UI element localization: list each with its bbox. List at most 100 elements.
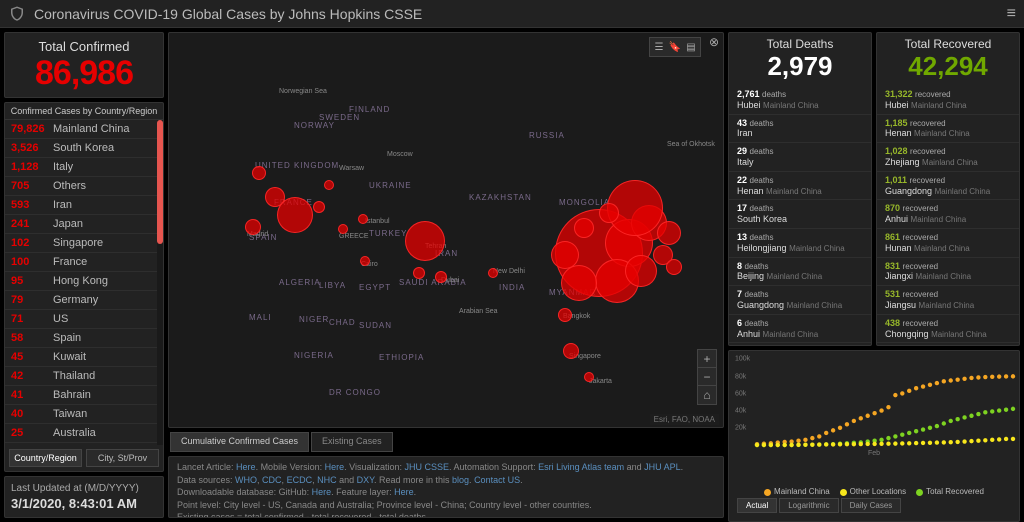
recovered-list[interactable]: 31,322 recoveredHubei Mainland China1,18…	[877, 84, 1019, 345]
list-item[interactable]: 41Bahrain	[5, 386, 163, 405]
case-bubble[interactable]	[657, 221, 681, 245]
list-item[interactable]: 241Japan	[5, 215, 163, 234]
map[interactable]: ☰ 🔖 ▤ ⊗ + − ⌂ Esri, FAO, NOAA RUSSIAKAZA…	[168, 32, 724, 428]
home-button[interactable]: ⌂	[698, 386, 716, 404]
map-attribution: Esri, FAO, NOAA	[650, 414, 719, 425]
footer-link[interactable]: Here	[325, 462, 345, 472]
tab-actual[interactable]: Actual	[737, 498, 777, 513]
footer-link[interactable]: blog	[452, 475, 469, 485]
footer-link[interactable]: Here	[312, 487, 332, 497]
list-item[interactable]: 71US	[5, 310, 163, 329]
case-bubble[interactable]	[360, 256, 370, 266]
list-item[interactable]: 1,128Italy	[5, 158, 163, 177]
case-bubble[interactable]	[599, 203, 619, 223]
list-item[interactable]: 870 recoveredAnhui Mainland China	[877, 200, 1019, 229]
case-bubble[interactable]	[574, 218, 594, 238]
footer-link[interactable]: Here	[394, 487, 414, 497]
list-item[interactable]: 40Taiwan	[5, 405, 163, 424]
tab-cumulative-confirmed-cases[interactable]: Cumulative Confirmed Cases	[170, 432, 309, 452]
list-item[interactable]: 831 recoveredJiangxi Mainland China	[877, 258, 1019, 287]
list-item[interactable]: 79Germany	[5, 291, 163, 310]
list-item[interactable]: 25Australia	[5, 424, 163, 443]
list-item[interactable]: 705Others	[5, 177, 163, 196]
deaths-list[interactable]: 2,761 deathsHubei Mainland China43 death…	[729, 84, 871, 345]
list-item[interactable]: 31,322 recoveredHubei Mainland China	[877, 86, 1019, 115]
case-bubble[interactable]	[584, 372, 594, 382]
list-item[interactable]: 531 recoveredJiangsu Mainland China	[877, 286, 1019, 315]
footer-link[interactable]: CDC	[262, 475, 282, 485]
list-item[interactable]: 43 deathsIran	[729, 115, 871, 144]
case-bubble[interactable]	[551, 241, 579, 269]
list-item[interactable]: 8 deathsBeijing Mainland China	[729, 258, 871, 287]
case-bubble[interactable]	[265, 187, 285, 207]
x-axis-label: Feb	[868, 450, 880, 457]
footer-link[interactable]: Here	[236, 462, 256, 472]
case-bubble[interactable]	[413, 267, 425, 279]
tab-city-st-prov[interactable]: City, St/Prov	[86, 449, 159, 467]
zoom-out-button[interactable]: −	[698, 368, 716, 386]
list-item[interactable]: 2,761 deathsHubei Mainland China	[729, 86, 871, 115]
layers-icon[interactable]: ▤	[684, 40, 698, 54]
tab-logarithmic[interactable]: Logarithmic	[779, 498, 838, 513]
bookmark-icon[interactable]: 🔖	[668, 40, 682, 54]
close-icon[interactable]: ⊗	[707, 35, 721, 49]
list-item[interactable]: 58Spain	[5, 329, 163, 348]
case-bubble[interactable]	[245, 219, 261, 235]
list-item[interactable]: 13 deathsHeilongjiang Mainland China	[729, 229, 871, 258]
tab-daily-cases[interactable]: Daily Cases	[841, 498, 902, 513]
list-item[interactable]: 79,826Mainland China	[5, 120, 163, 139]
list-item[interactable]: 100France	[5, 253, 163, 272]
footer-link[interactable]: Contact US	[474, 475, 520, 485]
list-item[interactable]: 102Singapore	[5, 234, 163, 253]
zoom-control: + − ⌂	[697, 349, 717, 405]
list-item[interactable]: 17 deathsSouth Korea	[729, 200, 871, 229]
list-item[interactable]: 29 deathsItaly	[729, 143, 871, 172]
zoom-in-button[interactable]: +	[698, 350, 716, 368]
case-bubble[interactable]	[558, 308, 572, 322]
footer-link[interactable]: DXY	[357, 475, 374, 485]
list-item[interactable]: 1,185 recoveredHenan Mainland China	[877, 115, 1019, 144]
case-bubble[interactable]	[405, 221, 445, 261]
footer-link[interactable]: NHC	[317, 475, 337, 485]
total-confirmed-label: Total Confirmed	[5, 39, 163, 54]
case-bubble[interactable]	[435, 271, 447, 283]
footer-link[interactable]: JHU APL	[644, 462, 681, 472]
case-bubble[interactable]	[313, 201, 325, 213]
footer-link[interactable]: Esri Living Atlas team	[538, 462, 624, 472]
chart[interactable]: 100k80k60k40k20kFeb	[733, 355, 1015, 473]
footer-link[interactable]: JHU CSSE	[405, 462, 450, 472]
list-item[interactable]: 6 deathsAnhui Mainland China	[729, 315, 871, 344]
confirmed-list[interactable]: 79,826Mainland China3,526South Korea1,12…	[5, 120, 163, 445]
menu-icon[interactable]: ≡	[1007, 5, 1016, 23]
case-bubble[interactable]	[563, 343, 579, 359]
list-item[interactable]: 861 recoveredHunan Mainland China	[877, 229, 1019, 258]
footer-link[interactable]: WHO	[235, 475, 257, 485]
case-bubble[interactable]	[625, 255, 657, 287]
recovered-label: Total Recovered	[877, 37, 1019, 51]
tab-existing-cases[interactable]: Existing Cases	[311, 432, 393, 452]
scrollbar-track[interactable]	[157, 120, 163, 445]
list-item[interactable]: 45Kuwait	[5, 348, 163, 367]
case-bubble[interactable]	[324, 180, 334, 190]
case-bubble[interactable]	[488, 268, 498, 278]
case-bubble[interactable]	[338, 224, 348, 234]
list-item[interactable]: 25Malaysia	[5, 443, 163, 445]
list-item[interactable]: 1,011 recoveredGuangdong Mainland China	[877, 172, 1019, 201]
scrollbar-thumb[interactable]	[157, 120, 163, 244]
tab-country-region[interactable]: Country/Region	[9, 449, 82, 467]
case-bubble[interactable]	[252, 166, 266, 180]
case-bubble[interactable]	[666, 259, 682, 275]
list-item[interactable]: 593Iran	[5, 196, 163, 215]
list-item[interactable]: 1,028 recoveredZhejiang Mainland China	[877, 143, 1019, 172]
legend-icon[interactable]: ☰	[652, 40, 666, 54]
case-bubble[interactable]	[561, 265, 597, 301]
case-bubble[interactable]	[358, 214, 368, 224]
list-item[interactable]: 42Thailand	[5, 367, 163, 386]
confirmed-list-header: Confirmed Cases by Country/Region	[5, 103, 163, 120]
list-item[interactable]: 95Hong Kong	[5, 272, 163, 291]
footer-link[interactable]: ECDC	[287, 475, 313, 485]
list-item[interactable]: 22 deathsHenan Mainland China	[729, 172, 871, 201]
list-item[interactable]: 3,526South Korea	[5, 139, 163, 158]
list-item[interactable]: 7 deathsGuangdong Mainland China	[729, 286, 871, 315]
list-item[interactable]: 438 recoveredChongqing Mainland China	[877, 315, 1019, 344]
